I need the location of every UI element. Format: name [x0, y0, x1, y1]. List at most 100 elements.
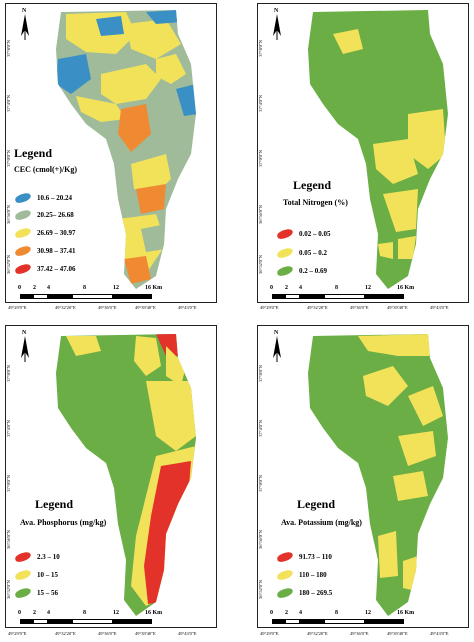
legend-label: 110 – 180 — [299, 571, 327, 579]
latitude-label: 36°52'0"N — [6, 580, 11, 599]
latitude-label: 37°4'0"N — [258, 420, 263, 437]
legend-item: 91.73 – 110 — [276, 551, 332, 563]
latitude-label: 37°4'0"N — [6, 95, 11, 112]
longitude-label: 49°39'40"E — [387, 305, 408, 310]
latitude-label: 37°4'0"N — [258, 95, 263, 112]
longitude-label: 49°36'0"E — [350, 631, 369, 636]
latitude-label: 36°52'0"N — [258, 255, 263, 274]
legend-item: 0.05 – 0.2 — [276, 247, 327, 259]
legend-item: 37.42 – 47.06 — [14, 263, 76, 275]
legend-item: 20.25– 26.68 — [14, 209, 74, 221]
scale-label: 12 — [365, 285, 371, 291]
longitude-label: 49°36'0"E — [98, 305, 117, 310]
legend-title: Legend — [293, 178, 332, 192]
legend-item: 180 – 269.5 — [276, 587, 333, 599]
scale-label: 16 Km — [145, 285, 163, 291]
scale-label: 12 — [113, 610, 119, 616]
latitude-label: 37°8'0"N — [258, 40, 263, 57]
legend-label: 10 – 15 — [37, 571, 58, 579]
legend-subtitle: Ava. Phosphorus (mg/kg) — [20, 518, 107, 527]
legend-item: 26.69 – 30.97 — [14, 227, 76, 239]
map-panel-cec — [5, 3, 217, 303]
latitude-label: 36°56'0"N — [258, 205, 263, 224]
latitude-label: 37°8'0"N — [258, 365, 263, 382]
longitude-label: 49°29'0"E — [260, 631, 279, 636]
scale-label: 16 Km — [145, 610, 163, 616]
legend-title: Legend — [35, 497, 74, 511]
longitude-label: 49°32'20"E — [55, 305, 76, 310]
legend-title: Legend — [297, 497, 336, 511]
legend-label: 0.02 – 0.05 — [299, 230, 331, 238]
legend-label: 20.25– 26.68 — [37, 211, 74, 219]
latitude-label: 36°56'0"N — [6, 530, 11, 549]
legend-label: 180 – 269.5 — [299, 589, 333, 597]
latitude-label: 36°52'0"N — [258, 580, 263, 599]
longitude-label: 49°43'0"E — [430, 631, 449, 636]
legend-label: 30.98 – 37.41 — [37, 247, 76, 255]
scale-label: 4 — [299, 610, 302, 616]
scale-label: 8 — [335, 285, 338, 291]
legend-item: 10.6 – 20.24 — [14, 192, 72, 204]
latitude-label: 36°56'0"N — [6, 205, 11, 224]
legend-item: 110 – 180 — [276, 569, 327, 581]
legend-item: 30.98 – 37.41 — [14, 245, 76, 257]
latitude-label: 36°56'0"N — [258, 530, 263, 549]
scale-label: 0 — [18, 285, 21, 291]
legend-title: Legend — [14, 146, 53, 160]
north-label: N — [22, 8, 27, 14]
longitude-label: 49°32'20"E — [55, 631, 76, 636]
longitude-label: 49°43'0"E — [178, 631, 197, 636]
legend-label: 0.05 – 0.2 — [299, 249, 327, 257]
longitude-label: 49°29'0"E — [8, 305, 27, 310]
map-panel-phosphorus — [5, 325, 217, 628]
longitude-label: 49°36'0"E — [350, 305, 369, 310]
longitude-label: 49°43'0"E — [430, 305, 449, 310]
legend-label: 26.69 – 30.97 — [37, 229, 76, 237]
scale-label: 4 — [47, 285, 50, 291]
legend-label: 10.6 – 20.24 — [37, 194, 72, 202]
scale-label: 0 — [18, 610, 21, 616]
scale-label: 2 — [285, 285, 288, 291]
scale-bar-graphic — [20, 619, 152, 624]
scale-label: 0 — [270, 610, 273, 616]
scale-label: 8 — [83, 610, 86, 616]
longitude-label: 49°32'20"E — [307, 631, 328, 636]
scale-label: 12 — [113, 285, 119, 291]
latitude-label: 37°8'0"N — [6, 40, 11, 57]
north-label: N — [274, 330, 279, 336]
potassium-map — [308, 334, 448, 616]
scale-bar-graphic — [20, 294, 152, 299]
longitude-label: 49°32'20"E — [307, 305, 328, 310]
scale-label: 2 — [33, 610, 36, 616]
latitude-label: 37°4'0"N — [6, 420, 11, 437]
scale-bar-graphic — [272, 619, 404, 624]
scale-label: 0 — [270, 285, 273, 291]
longitude-label: 49°29'0"E — [260, 305, 279, 310]
legend-subtitle: Ava. Potassium (mg/kg) — [281, 518, 362, 527]
longitude-label: 49°39'40"E — [135, 305, 156, 310]
longitude-label: 49°36'0"E — [98, 631, 117, 636]
latitude-label: 37°0'0"N — [6, 150, 11, 167]
map-panel-potassium — [257, 325, 469, 628]
legend-item: 0.02 – 0.05 — [276, 228, 331, 240]
legend-subtitle: CEC (cmol(+)/Kg) — [14, 165, 77, 174]
north-label: N — [274, 8, 279, 14]
scale-bar-graphic — [272, 294, 404, 299]
longitude-label: 49°43'0"E — [178, 305, 197, 310]
longitude-label: 49°39'40"E — [387, 631, 408, 636]
legend-label: 37.42 – 47.06 — [37, 265, 76, 273]
legend-label: 15 – 56 — [37, 589, 58, 597]
longitude-label: 49°29'0"E — [8, 631, 27, 636]
scale-label: 16 Km — [397, 610, 415, 616]
legend-item: 15 – 56 — [14, 587, 58, 599]
scale-label: 4 — [47, 610, 50, 616]
legend-label: 91.73 – 110 — [299, 553, 332, 561]
phosphorus-map — [56, 334, 196, 616]
latitude-label: 37°0'0"N — [258, 475, 263, 492]
legend-subtitle: Total Nitrogen (%) — [283, 198, 348, 207]
longitude-label: 49°39'40"E — [135, 631, 156, 636]
legend-item: 10 – 15 — [14, 569, 58, 581]
north-label: N — [22, 330, 27, 336]
scale-label: 8 — [83, 285, 86, 291]
scale-label: 12 — [365, 610, 371, 616]
